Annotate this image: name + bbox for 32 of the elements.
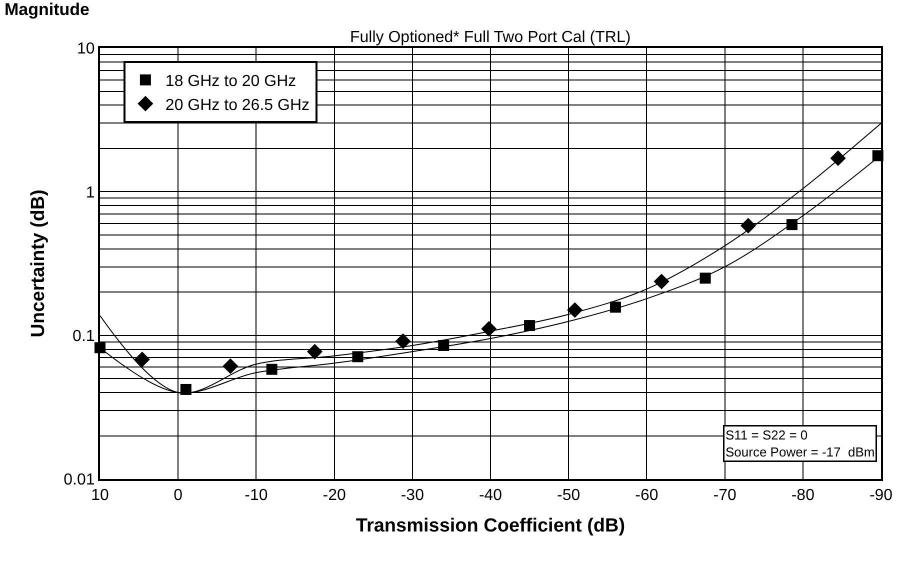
annotation: S11 = S22 = 0 Source Power = -17 dBm [726, 428, 875, 460]
x-tick-label: -10 [244, 487, 268, 504]
point [700, 272, 711, 284]
y-tick-label: 10 [77, 40, 95, 58]
x-tick-label: -40 [478, 487, 502, 504]
point [830, 150, 846, 166]
point [740, 218, 756, 234]
chart-title: Magnitude [4, 0, 90, 19]
point [306, 344, 323, 360]
point [266, 364, 278, 375]
point [180, 384, 192, 395]
x-tick-label: -80 [791, 487, 815, 504]
x-tick-label: 0 [174, 487, 183, 504]
y-tick-label: 1 [86, 184, 95, 202]
point [134, 352, 150, 368]
point [395, 333, 411, 350]
x-tick-label: -20 [322, 487, 346, 504]
legend-label: 18 GHz to 20 GHz [165, 73, 296, 90]
legend-label: 20 GHz to 26.5 GHz [165, 96, 310, 114]
y-tick-label: 0.1 [72, 328, 95, 345]
x-tick-label: -60 [635, 487, 658, 504]
x-tick-label: -70 [713, 487, 736, 504]
point [222, 358, 238, 374]
y-tick-label: 0.01 [64, 472, 95, 489]
y-axis-title: Uncertainty (dB) [28, 190, 50, 338]
x-tick-label: -90 [869, 487, 893, 504]
point [481, 321, 497, 337]
x-tick-label: -30 [400, 487, 424, 504]
x-tick-label: -50 [557, 487, 580, 504]
x-axis-title: Transmission Coefficient (dB) [356, 516, 626, 536]
x-tick-label: 10 [91, 487, 109, 504]
chart-subtitle: Fully Optioned* Full Two Port Cal (TRL) [350, 29, 631, 46]
